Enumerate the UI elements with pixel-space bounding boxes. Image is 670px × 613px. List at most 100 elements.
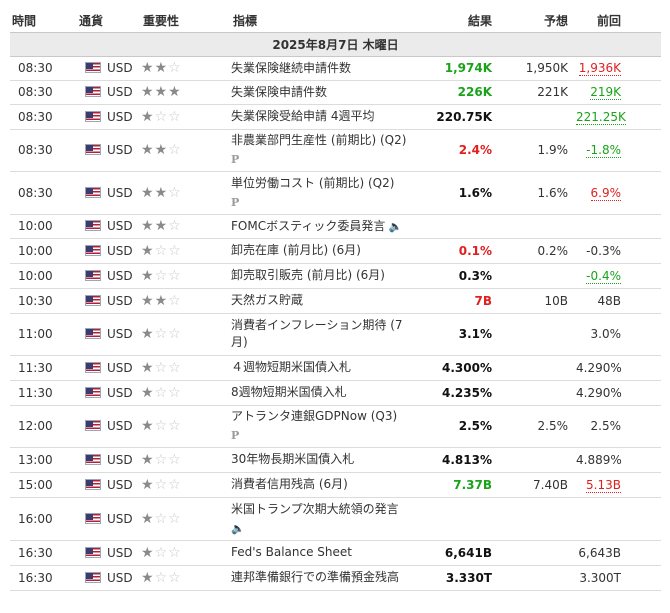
event-name-cell[interactable]: 消費者インフレーション期待 (7月) — [231, 313, 416, 356]
event-previous-cell: 4.290% — [576, 380, 661, 406]
speaker-icon[interactable]: 🔈 — [385, 219, 403, 233]
event-currency: USD — [107, 570, 133, 585]
event-row[interactable]: 10:00 USD ★☆☆ 卸売在庫 (前月比) (6月) 0.1% 0.2% -0.3% — [10, 238, 661, 264]
star-icon: ★ — [141, 84, 155, 100]
event-currency: USD — [107, 61, 133, 75]
header-actual[interactable]: 結果 — [416, 9, 500, 33]
event-row[interactable]: 08:30 USD ★☆☆ 失業保険受給申請 4週平均 220.75K 221.25K — [10, 104, 661, 130]
event-name-cell[interactable]: 失業保険申請件数 — [231, 80, 416, 105]
event-actual — [416, 214, 500, 239]
event-name-cell[interactable]: 8週物短期米国債入札 — [231, 380, 416, 406]
event-name-cell[interactable]: 卸売取引販売 (前月比) (6月) — [231, 263, 416, 289]
event-currency-cell: USD — [77, 380, 141, 406]
event-name-cell[interactable]: 消費者信用残高 (6月) — [231, 472, 416, 498]
event-row[interactable]: 11:30 USD ★☆☆ ４週物短期米国債入札 4.300% 4.290% — [10, 355, 661, 381]
header-currency[interactable]: 通貨 — [77, 9, 141, 33]
header-time[interactable]: 時間 — [10, 9, 77, 33]
event-row[interactable]: 10:30 USD ★★☆ 天然ガス貯蔵 7B 10B 48B — [10, 288, 661, 314]
event-row[interactable]: 16:30 USD ★☆☆ Fed's Balance Sheet 6,641B 6,64… — [10, 540, 661, 566]
event-forecast: 1,950K — [500, 56, 576, 81]
event-row[interactable]: 08:30 USD ★★☆ 単位労働コスト (前期比) (Q2) P 1.6% 1.6% 6.… — [10, 171, 661, 215]
event-row[interactable]: 10:00 USD ★★☆ FOMCボスティック委員発言 🔈 — [10, 214, 661, 239]
header-event[interactable]: 指標 — [231, 9, 416, 33]
event-currency: USD — [107, 545, 133, 560]
event-forecast — [500, 104, 576, 130]
event-name[interactable]: 8週物短期米国債入札 — [231, 385, 347, 399]
header-forecast[interactable]: 予想 — [500, 9, 576, 33]
event-row[interactable]: 12:00 USD ★☆☆ アトランタ連銀GDPNow (Q3) P 2.5% 2.5% 2.… — [10, 405, 661, 448]
us-flag-icon — [85, 220, 101, 231]
event-actual: 4.813% — [416, 447, 500, 473]
event-name-cell[interactable]: 天然ガス貯蔵 — [231, 288, 416, 314]
event-row[interactable]: 08:30 USD ★★☆ 失業保険継続申請件数 1,974K 1,950K 1,936K — [10, 56, 661, 81]
event-name[interactable]: 天然ガス貯蔵 — [231, 293, 304, 307]
importance-cell: ★★☆ — [141, 214, 231, 239]
event-name-cell[interactable]: 30年物長期米国債入札 — [231, 447, 416, 473]
event-name[interactable]: 失業保険継続申請件数 — [231, 60, 352, 75]
header-importance[interactable]: 重要性 — [141, 9, 231, 33]
header-previous[interactable]: 前回 — [576, 9, 661, 33]
event-name-cell[interactable]: アトランタ連銀GDPNow (Q3) P — [231, 405, 416, 448]
event-name[interactable]: 失業保険申請件数 — [231, 84, 328, 99]
event-actual: 1.6% — [416, 171, 500, 215]
event-forecast: 0.2% — [500, 238, 576, 264]
event-row[interactable]: 08:30 USD ★★★ 失業保険申請件数 226K 221K 219K — [10, 80, 661, 105]
event-row[interactable]: 16:00 USD ★☆☆ 米国トランプ次期大統領の発言 🔈 — [10, 497, 661, 541]
speaker-icon[interactable]: 🔈 — [231, 521, 245, 535]
event-name[interactable]: 卸売取引販売 (前月比) (6月) — [231, 268, 385, 282]
event-previous-cell: -0.4% — [576, 263, 661, 289]
event-currency: USD — [107, 85, 133, 99]
event-name[interactable]: 30年物長期米国債入札 — [231, 452, 355, 466]
event-actual: 3.330T — [416, 565, 500, 591]
event-forecast — [500, 565, 576, 591]
event-name[interactable]: アトランタ連銀GDPNow (Q3) — [231, 409, 398, 423]
event-name-cell[interactable]: 失業保険受給申請 4週平均 — [231, 104, 416, 130]
event-name[interactable]: 米国トランプ次期大統領の発言 — [231, 501, 399, 516]
importance-cell: ★★☆ — [141, 288, 231, 314]
event-actual: 2.4% — [416, 129, 500, 172]
event-row[interactable]: 10:00 USD ★☆☆ 卸売取引販売 (前月比) (6月) 0.3% -0.4% — [10, 263, 661, 289]
star-icon: ☆ — [154, 326, 169, 342]
event-name[interactable]: 連邦準備銀行での準備預金残高 — [231, 570, 400, 584]
event-name[interactable]: Fed's Balance Sheet — [231, 545, 352, 559]
event-name-cell[interactable]: 卸売在庫 (前月比) (6月) — [231, 238, 416, 264]
event-name[interactable]: 消費者インフレーション期待 (7月) — [231, 318, 403, 349]
event-currency: USD — [107, 143, 133, 157]
event-time: 13:00 — [10, 447, 77, 473]
event-name[interactable]: 失業保険受給申請 4週平均 — [231, 109, 375, 123]
event-previous: 6,643B — [578, 545, 621, 560]
event-name-cell[interactable]: Fed's Balance Sheet — [231, 540, 416, 566]
event-row[interactable]: 11:00 USD ★☆☆ 消費者インフレーション期待 (7月) 3.1% 3.0% — [10, 313, 661, 356]
event-name-cell[interactable]: ４週物短期米国債入札 — [231, 355, 416, 381]
us-flag-icon — [85, 512, 101, 524]
event-row[interactable]: 08:30 USD ★★☆ 非農業部門生産性 (前期比) (Q2) P 2.4% 1.9% -… — [10, 129, 661, 172]
event-name[interactable]: 卸売在庫 (前月比) (6月) — [231, 243, 361, 257]
event-name[interactable]: 非農業部門生産性 (前期比) (Q2) — [231, 133, 407, 147]
event-currency: USD — [107, 219, 133, 233]
star-icon: ☆ — [154, 510, 169, 527]
event-name-cell[interactable]: 単位労働コスト (前期比) (Q2) P — [231, 171, 416, 215]
event-row[interactable]: 11:30 USD ★☆☆ 8週物短期米国債入札 4.235% 4.290% — [10, 380, 661, 406]
star-icon: ☆ — [168, 108, 182, 125]
event-name-cell[interactable]: 失業保険継続申請件数 — [231, 56, 416, 81]
star-icon: ★ — [154, 184, 169, 201]
event-forecast — [500, 497, 576, 541]
event-actual: 6,641B — [416, 540, 500, 566]
event-actual: 7B — [416, 288, 500, 314]
event-row[interactable]: 13:00 USD ★☆☆ 30年物長期米国債入札 4.813% 4.889% — [10, 447, 661, 473]
event-name[interactable]: FOMCボスティック委員発言 — [231, 218, 386, 233]
event-name[interactable]: ４週物短期米国債入札 — [231, 360, 352, 374]
event-actual: 226K — [416, 80, 500, 105]
event-time: 10:00 — [10, 238, 77, 264]
event-row[interactable]: 15:00 USD ★☆☆ 消費者信用残高 (6月) 7.37B 7.40B 5.13B — [10, 472, 661, 498]
event-row[interactable]: 16:30 USD ★☆☆ 連邦準備銀行での準備預金残高 3.330T 3.300T — [10, 565, 661, 591]
event-time: 11:30 — [10, 380, 77, 406]
date-label: 2025年8月7日 木曜日 — [10, 31, 661, 57]
event-name-cell[interactable]: 非農業部門生産性 (前期比) (Q2) P — [231, 129, 416, 172]
event-name[interactable]: 消費者信用残高 (6月) — [231, 477, 348, 491]
event-name-cell[interactable]: 連邦準備銀行での準備預金残高 — [231, 565, 416, 591]
event-name[interactable]: 単位労働コスト (前期比) (Q2) — [231, 175, 395, 190]
event-name-cell[interactable]: FOMCボスティック委員発言 🔈 — [231, 214, 416, 239]
event-name-cell[interactable]: 米国トランプ次期大統領の発言 🔈 — [231, 497, 416, 541]
event-currency: USD — [107, 293, 133, 308]
